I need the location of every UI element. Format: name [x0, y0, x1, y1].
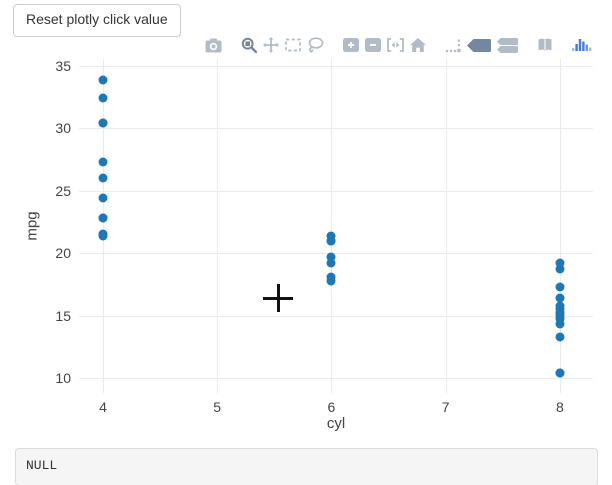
data-point[interactable] — [555, 311, 565, 321]
camera-button[interactable] — [202, 35, 225, 55]
x-gridline — [102, 59, 104, 393]
data-point[interactable] — [98, 213, 108, 223]
x-tick-label: 8 — [555, 399, 564, 415]
data-point[interactable] — [555, 368, 565, 378]
data-point[interactable] — [98, 173, 108, 183]
camera-icon — [205, 38, 222, 52]
y-tick-label: 35 — [55, 57, 71, 74]
chart-studio-button[interactable] — [534, 35, 556, 55]
data-point[interactable] — [555, 332, 565, 342]
reset-axes-button[interactable] — [407, 35, 429, 55]
hover-closest-icon — [467, 38, 491, 52]
data-point[interactable] — [98, 157, 108, 167]
y-gridline — [79, 253, 593, 255]
plot-area[interactable]: cyl mpg 4 5 6 7 8 10 15 20 25 30 35 — [24, 58, 593, 432]
data-point[interactable] — [326, 231, 336, 241]
modebar-group — [238, 35, 327, 55]
spikelines-icon — [446, 39, 461, 52]
data-point[interactable] — [98, 231, 108, 241]
spikelines-button[interactable] — [442, 35, 464, 55]
hover-compare-button[interactable] — [494, 35, 521, 55]
y-tick-label: 25 — [55, 182, 71, 199]
y-gridline — [79, 378, 593, 380]
plotly-logo-icon — [572, 39, 592, 51]
data-point[interactable] — [555, 264, 565, 274]
zoom-out-icon — [365, 38, 381, 52]
data-point[interactable] — [98, 75, 108, 85]
y-gridline — [79, 65, 593, 67]
y-gridline — [79, 190, 593, 192]
zoom-in-button[interactable] — [340, 35, 362, 55]
modebar-group — [442, 35, 521, 55]
click-value-output: NULL — [15, 448, 598, 485]
reset-axes-icon — [410, 37, 426, 52]
lasso-select-button[interactable] — [304, 35, 327, 55]
pan-button[interactable] — [260, 35, 282, 55]
data-point[interactable] — [326, 276, 336, 286]
data-point[interactable] — [326, 252, 336, 262]
modebar-group — [340, 35, 429, 55]
x-gridline — [217, 59, 219, 393]
plotly-logo-button[interactable] — [569, 35, 597, 55]
zoom-in-icon — [343, 38, 359, 52]
x-tick-label: 5 — [213, 399, 222, 415]
y-tick-label: 15 — [55, 307, 71, 324]
modebar-group — [534, 35, 556, 55]
x-gridline — [445, 59, 447, 393]
zoom-out-button[interactable] — [362, 35, 384, 55]
data-point[interactable] — [555, 258, 565, 268]
data-point[interactable] — [555, 293, 565, 303]
zoom-button[interactable] — [238, 35, 260, 55]
x-tick-label: 7 — [441, 399, 450, 415]
data-point[interactable] — [326, 258, 336, 268]
box-select-button[interactable] — [282, 35, 304, 55]
modebar-group — [569, 35, 597, 55]
x-axis-title: cyl — [326, 415, 346, 432]
y-tick-label: 30 — [55, 120, 71, 137]
pan-icon — [263, 37, 279, 53]
zoom-icon — [241, 37, 257, 53]
data-point[interactable] — [555, 319, 565, 329]
plotly-widget: cyl mpg 4 5 6 7 8 10 15 20 25 30 35 — [15, 33, 597, 433]
modebar-group — [202, 35, 225, 55]
y-tick-label: 10 — [55, 370, 71, 387]
autoscale-button[interactable] — [384, 35, 407, 55]
autoscale-icon — [387, 38, 404, 52]
x-tick-label: 4 — [99, 399, 107, 415]
x-gridline — [331, 59, 333, 393]
data-point[interactable] — [98, 193, 108, 203]
hover-closest-button[interactable] — [464, 35, 494, 55]
reset-plotly-click-button[interactable]: Reset plotly click value — [13, 4, 181, 37]
data-point[interactable] — [555, 301, 565, 311]
modebar — [189, 35, 597, 55]
x-gridline — [559, 59, 561, 393]
y-axis-title: mpg — [23, 211, 41, 241]
data-point[interactable] — [326, 236, 336, 246]
y-tick-label: 20 — [55, 245, 71, 262]
hover-compare-icon — [497, 37, 518, 53]
y-gridline — [79, 315, 593, 317]
y-gridline — [79, 128, 593, 130]
x-tick-label: 6 — [327, 399, 336, 415]
lasso-select-icon — [308, 37, 324, 53]
chart-studio-icon — [538, 38, 552, 51]
data-point[interactable] — [555, 282, 565, 292]
data-point[interactable] — [98, 93, 108, 103]
data-point[interactable] — [98, 118, 108, 128]
box-select-icon — [285, 38, 301, 52]
